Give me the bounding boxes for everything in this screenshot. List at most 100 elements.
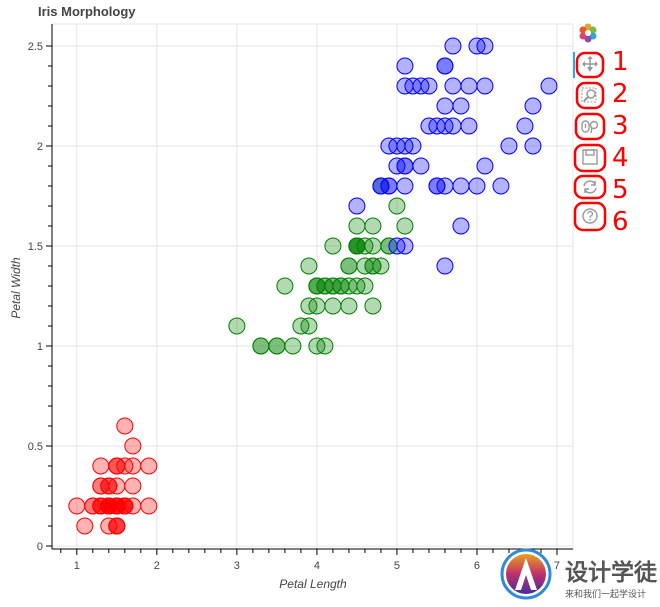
data-point-setosa	[92, 457, 110, 475]
axes: 1 2 3 4 5 6 7 0 0.5 1 1.5 2 2.5	[28, 24, 573, 572]
data-point-virginica	[452, 97, 470, 115]
data-point-virginica	[436, 97, 454, 115]
data-point-virginica	[476, 157, 494, 175]
data-point-setosa	[108, 517, 126, 535]
data-point-virginica	[420, 117, 438, 135]
data-point-versicolor	[332, 277, 350, 295]
annotation-number: 2	[612, 79, 629, 109]
data-point-versicolor	[252, 337, 270, 355]
data-point-virginica	[436, 117, 454, 135]
data-point-versicolor	[284, 337, 302, 355]
data-point-versicolor	[268, 337, 286, 355]
annotation-number: 6	[612, 207, 629, 237]
pan-tool-icon[interactable]	[582, 56, 598, 72]
x-axis-label: Petal Length	[279, 577, 347, 591]
data-point-virginica	[348, 197, 366, 215]
data-point-virginica	[476, 77, 494, 95]
data-point-setosa	[76, 517, 94, 535]
data-point-versicolor	[276, 277, 294, 295]
save-tool-icon[interactable]	[582, 149, 598, 165]
x-tick-label: 5	[394, 560, 400, 572]
data-point-virginica	[412, 157, 430, 175]
data-point-virginica	[404, 137, 422, 155]
data-point-virginica	[452, 177, 470, 195]
data-point-versicolor	[316, 337, 334, 355]
x-tick-label: 4	[314, 560, 320, 572]
data-point-virginica	[420, 77, 438, 95]
data-point-setosa	[124, 437, 142, 455]
wheel-zoom-tool-icon[interactable]	[581, 120, 599, 134]
y-tick-label: 1	[37, 341, 43, 353]
box-zoom-tool-icon[interactable]	[581, 87, 597, 103]
data-points	[68, 37, 558, 535]
data-point-virginica	[452, 217, 470, 235]
data-point-versicolor	[308, 297, 326, 315]
data-point-virginica	[428, 177, 446, 195]
data-point-versicolor	[292, 317, 310, 335]
data-point-virginica	[492, 177, 510, 195]
reset-tool-icon[interactable]	[583, 180, 597, 194]
grid-lines	[51, 23, 574, 550]
data-point-versicolor	[396, 217, 414, 235]
y-tick-label: 0.5	[28, 441, 43, 453]
data-point-versicolor	[340, 297, 358, 315]
y-tick-label: 1.5	[28, 241, 43, 253]
x-tick-label: 6	[474, 560, 480, 572]
data-point-virginica	[404, 77, 422, 95]
data-point-setosa	[100, 497, 118, 515]
annotation-number: 1	[612, 47, 629, 77]
data-point-versicolor	[388, 197, 406, 215]
data-point-versicolor	[316, 277, 334, 295]
annotation-number: 4	[612, 143, 629, 173]
data-point-setosa	[124, 477, 142, 495]
data-point-virginica	[524, 97, 542, 115]
data-point-virginica	[524, 137, 542, 155]
data-point-virginica	[380, 137, 398, 155]
data-point-virginica	[444, 37, 462, 55]
data-point-setosa	[140, 497, 158, 515]
x-tick-label: 3	[234, 560, 240, 572]
data-point-versicolor	[300, 257, 318, 275]
data-point-versicolor	[364, 297, 382, 315]
data-point-virginica	[436, 257, 454, 275]
data-point-setosa	[68, 497, 86, 515]
data-point-versicolor	[364, 237, 382, 255]
data-point-virginica	[396, 57, 414, 75]
annotation-number: 3	[612, 111, 629, 141]
data-point-virginica	[396, 177, 414, 195]
data-point-virginica	[500, 137, 518, 155]
data-point-versicolor	[356, 277, 374, 295]
data-point-versicolor	[372, 257, 390, 275]
y-axis-label: Petal Width	[9, 257, 23, 319]
data-point-versicolor	[228, 317, 246, 335]
chart-title: Iris Morphology	[38, 4, 136, 19]
data-point-virginica	[444, 77, 462, 95]
y-tick-label: 0	[37, 541, 43, 553]
y-tick-label: 2.5	[28, 41, 43, 53]
x-tick-label: 2	[154, 560, 160, 572]
data-point-versicolor	[348, 237, 366, 255]
data-point-versicolor	[356, 257, 374, 275]
data-point-virginica	[468, 177, 486, 195]
data-point-versicolor	[324, 237, 342, 255]
help-tool-icon[interactable]	[582, 208, 598, 224]
data-point-versicolor	[340, 257, 358, 275]
data-point-virginica	[436, 57, 454, 75]
data-point-virginica	[460, 77, 478, 95]
data-point-virginica	[460, 117, 478, 135]
data-point-virginica	[372, 177, 390, 195]
annotation-marks	[573, 51, 607, 232]
bokeh-logo-icon	[579, 23, 597, 43]
data-point-setosa	[116, 417, 134, 435]
data-point-setosa	[108, 457, 126, 475]
y-tick-label: 2	[37, 141, 43, 153]
data-point-virginica	[396, 237, 414, 255]
data-point-virginica	[516, 117, 534, 135]
data-point-virginica	[388, 157, 406, 175]
data-point-setosa	[140, 457, 158, 475]
data-point-versicolor	[364, 217, 382, 235]
data-point-versicolor	[324, 297, 342, 315]
data-point-setosa	[100, 477, 118, 495]
